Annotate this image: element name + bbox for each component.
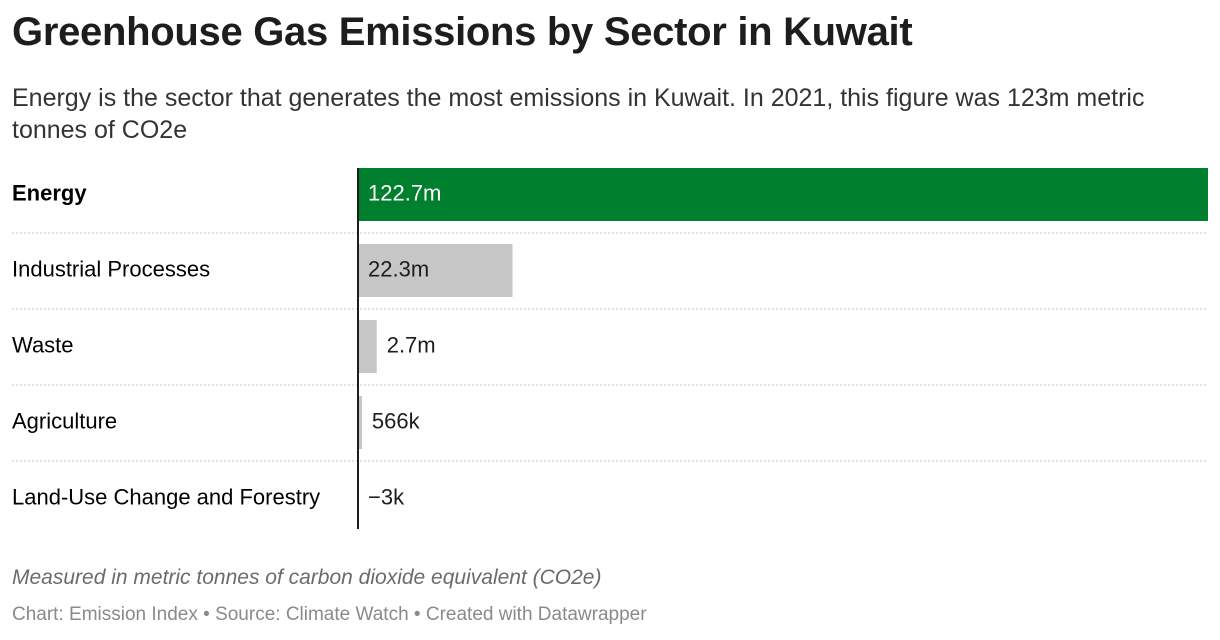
chart-title: Greenhouse Gas Emissions by Sector in Ku… [12, 10, 913, 54]
chart-notes: Measured in metric tonnes of carbon diox… [12, 566, 602, 589]
value-label: −3k [368, 484, 405, 509]
bar [358, 244, 513, 297]
category-label: Land-Use Change and Forestry [12, 484, 320, 509]
chart-subtitle: Energy is the sector that generates the … [12, 84, 1145, 144]
value-label: 2.7m [387, 332, 436, 357]
chart: Energy 122.7m Industrial Processes 22.3m Was… [12, 168, 1208, 529]
value-label: 122.7m [368, 180, 441, 205]
category-label: Industrial Processes [12, 256, 210, 281]
bar [358, 396, 362, 449]
category-label: Energy [12, 180, 87, 205]
category-label: Waste [12, 332, 74, 357]
bar [358, 168, 1208, 221]
chart-byline: Chart: Emission Index • Source: Climate … [12, 604, 647, 625]
value-label: 22.3m [368, 256, 429, 281]
value-label: 566k [372, 408, 421, 433]
category-label: Agriculture [12, 408, 117, 433]
bar [358, 320, 377, 373]
